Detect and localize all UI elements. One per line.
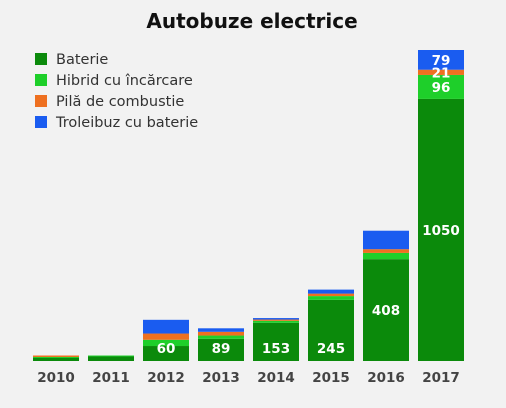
legend-swatch-2 [35, 95, 47, 107]
x-axis: 2010 2011 2012 2013 2014 2015 2016 2017 [37, 370, 460, 386]
data-label-2017-1: 96 [432, 80, 451, 96]
bar-segment-2015-0 [308, 299, 354, 361]
data-label-2012-0: 60 [157, 341, 176, 357]
bar-segment-2010-2 [33, 355, 79, 358]
bar-segment-2013-3 [198, 328, 244, 332]
data-label-2016-0: 408 [372, 303, 400, 319]
bar-segment-2016-0 [363, 259, 409, 361]
bar-segment-2011-1 [88, 355, 134, 357]
bar-segment-2015-2 [308, 293, 354, 297]
data-label-2017-0: 1050 [422, 223, 460, 239]
data-label-2017-3: 79 [432, 53, 451, 69]
bar-segment-2014-0 [253, 322, 299, 361]
legend-swatch-3 [35, 116, 47, 128]
bar-segment-2013-0 [198, 338, 244, 361]
bar-segment-2017-2 [418, 69, 464, 75]
chart-title: Autobuze electrice [146, 9, 357, 33]
bar-segment-2010-0 [33, 358, 79, 361]
bar-segment-2014-3 [253, 318, 299, 320]
bar-segment-2016-2 [363, 249, 409, 253]
bar-segment-2015-3 [308, 289, 354, 294]
bar-segment-2012-1 [143, 339, 189, 347]
legend: Baterie Hibrid cu încărcare Pilă de combus… [35, 52, 198, 131]
data-label-2013-0: 89 [212, 341, 231, 357]
legend-label-3: Troleibuz cu baterie [55, 115, 198, 131]
legend-label-1: Hibrid cu încărcare [56, 73, 193, 89]
bar-segment-2012-3 [143, 319, 189, 334]
bar-segment-2017-0 [418, 98, 464, 361]
bar-segment-2013-2 [198, 331, 244, 336]
x-tick-2017: 2017 [422, 370, 460, 386]
x-tick-2013: 2013 [202, 370, 240, 386]
bar-segment-2011-0 [88, 356, 134, 361]
bar-segment-2012-2 [143, 333, 189, 340]
bar-segment-2017-1 [418, 74, 464, 99]
legend-swatch-0 [35, 53, 47, 65]
bar-segment-2016-3 [363, 230, 409, 250]
legend-label-0: Baterie [56, 52, 108, 68]
bar-segment-2014-2 [253, 319, 299, 321]
data-label-2015-0: 245 [317, 341, 345, 357]
bar-segment-2010-1 [33, 357, 79, 359]
legend-label-2: Pilă de combustie [56, 94, 184, 110]
legend-swatch-1 [35, 74, 47, 86]
x-tick-2016: 2016 [367, 370, 405, 386]
x-tick-2014: 2014 [257, 370, 295, 386]
bar-segment-2015-1 [308, 296, 354, 300]
x-tick-2011: 2011 [92, 370, 130, 386]
x-tick-2012: 2012 [147, 370, 185, 386]
x-tick-2010: 2010 [37, 370, 75, 386]
bar-segment-2017-3 [418, 50, 464, 70]
bar-segment-2014-1 [253, 320, 299, 323]
x-tick-2015: 2015 [312, 370, 350, 386]
bar-segment-2016-1 [363, 252, 409, 260]
data-label-2017-2: 21 [432, 65, 451, 81]
data-label-2014-0: 153 [262, 341, 290, 357]
bar-segment-2013-1 [198, 335, 244, 339]
bar-segment-2012-0 [143, 346, 189, 361]
bars [33, 50, 464, 361]
